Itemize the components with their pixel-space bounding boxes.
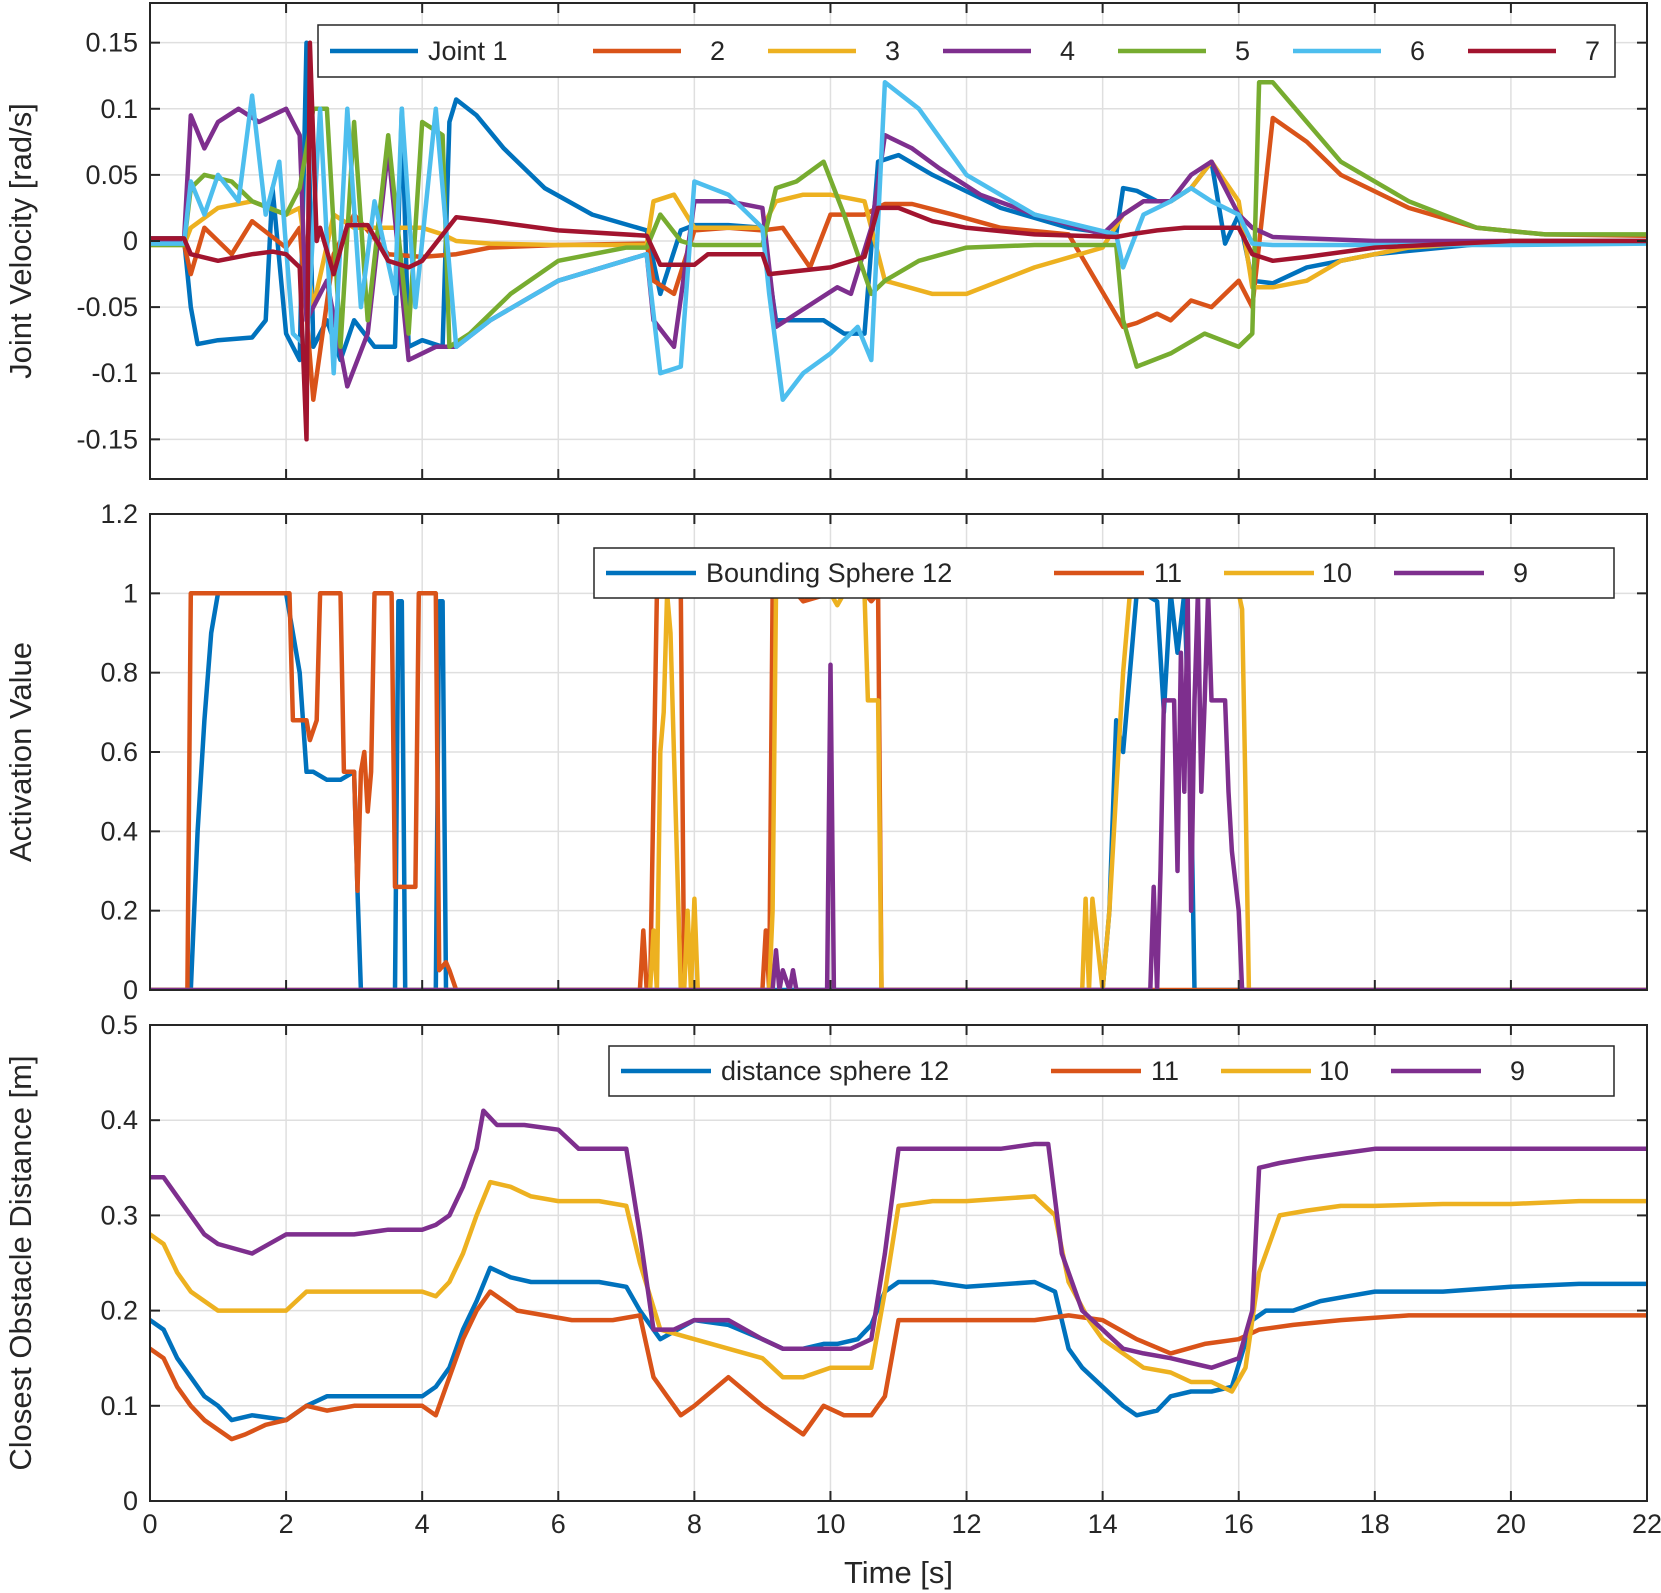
series-line-7 — [150, 40, 1647, 442]
y-axis-label: Closest Obstacle Distance [m] — [3, 1055, 38, 1470]
y-tick-label: -0.15 — [76, 424, 138, 454]
y-tick-label: 0.5 — [100, 1010, 138, 1040]
axes-box — [149, 1024, 1648, 1502]
legend-label: 11 — [1154, 558, 1182, 588]
y-tick-label: 0.4 — [100, 816, 138, 846]
x-tick-label: 0 — [142, 1509, 157, 1539]
legend-label: 6 — [1410, 36, 1425, 66]
y-axis-label: Joint Velocity [rad/s] — [3, 103, 38, 379]
y-tick-label: 0.15 — [85, 28, 138, 58]
series-group — [150, 40, 1647, 442]
legend-label: 10 — [1322, 558, 1352, 588]
series-line-9 — [150, 1108, 1647, 1370]
legend: distance sphere 12 11 10 9 — [608, 1045, 1615, 1097]
legend-label: 4 — [1060, 36, 1075, 66]
y-tick-label: 0 — [123, 975, 138, 1005]
legend: Joint 1 2 3 4 5 6 7 — [317, 24, 1616, 78]
y-tick-label: 0 — [123, 226, 138, 256]
series-line-5 — [150, 80, 1647, 369]
y-tick-label: 0 — [123, 1486, 138, 1516]
y-tick-label: 0.8 — [100, 658, 138, 688]
legend-label: 2 — [710, 36, 725, 66]
series-line-9 — [150, 591, 1647, 990]
legend-label: 9 — [1510, 1056, 1525, 1086]
series-group — [150, 1108, 1647, 1442]
y-tick-label: 0.6 — [100, 737, 138, 767]
legend-label: 7 — [1585, 36, 1600, 66]
y-tick-label: -0.05 — [76, 292, 138, 322]
y-tick-label: -0.1 — [91, 358, 138, 388]
x-tick-label: 6 — [551, 1509, 566, 1539]
x-tick-label: 2 — [279, 1509, 294, 1539]
legend-label: Bounding Sphere 12 — [706, 558, 952, 588]
legend-label: distance sphere 12 — [721, 1056, 949, 1086]
legend-label: 11 — [1151, 1056, 1179, 1086]
x-tick-label: 16 — [1224, 1509, 1254, 1539]
panel-middle: 0 0.2 0.4 0.6 0.8 1 1.2 Activation Value Boundin… — [3, 499, 1648, 1005]
y-tick-label: 0.4 — [100, 1105, 138, 1135]
panel-bottom: 0 2 4 6 8 10 12 14 16 18 20 22 0 0.1 0.2 0.3 0.4 0.5 Close… — [3, 1010, 1661, 1590]
legend-label: Joint 1 — [428, 36, 508, 66]
panel-top: -0.15 -0.1 -0.05 0 0.05 0.1 0.15 Joint Velocity… — [3, 2, 1648, 480]
y-tick-label: 1 — [123, 578, 138, 608]
legend-label: 9 — [1513, 558, 1528, 588]
series-line-6 — [150, 80, 1647, 402]
plot-area — [150, 1025, 1647, 1501]
legend: Bounding Sphere 12 11 10 9 — [593, 547, 1615, 599]
x-tick-label: 18 — [1360, 1509, 1390, 1539]
y-axis-label: Activation Value — [3, 642, 38, 862]
series-line-4 — [150, 106, 1647, 389]
series-line-10 — [150, 1179, 1647, 1394]
y-tick-label: 0.2 — [100, 896, 138, 926]
y-tick-label: 1.2 — [100, 499, 138, 529]
y-tick-label: 0.3 — [100, 1200, 138, 1230]
x-tick-label: 22 — [1632, 1509, 1661, 1539]
y-tick-label: 0.2 — [100, 1296, 138, 1326]
y-tick-label: 0.1 — [100, 1391, 138, 1421]
x-tick-label: 8 — [687, 1509, 702, 1539]
x-tick-label: 4 — [415, 1509, 430, 1539]
legend-label: 5 — [1235, 36, 1250, 66]
y-tick-label: 0.05 — [85, 160, 138, 190]
legend-label: 3 — [885, 36, 900, 66]
x-tick-label: 10 — [815, 1509, 845, 1539]
series-line-11 — [150, 1289, 1647, 1442]
x-tick-label: 12 — [952, 1509, 982, 1539]
x-tick-label: 20 — [1496, 1509, 1526, 1539]
y-tick-label: 0.1 — [100, 94, 138, 124]
x-tick-label: 14 — [1088, 1509, 1118, 1539]
x-axis-label: Time [s] — [844, 1555, 953, 1590]
legend-label: 10 — [1319, 1056, 1349, 1086]
